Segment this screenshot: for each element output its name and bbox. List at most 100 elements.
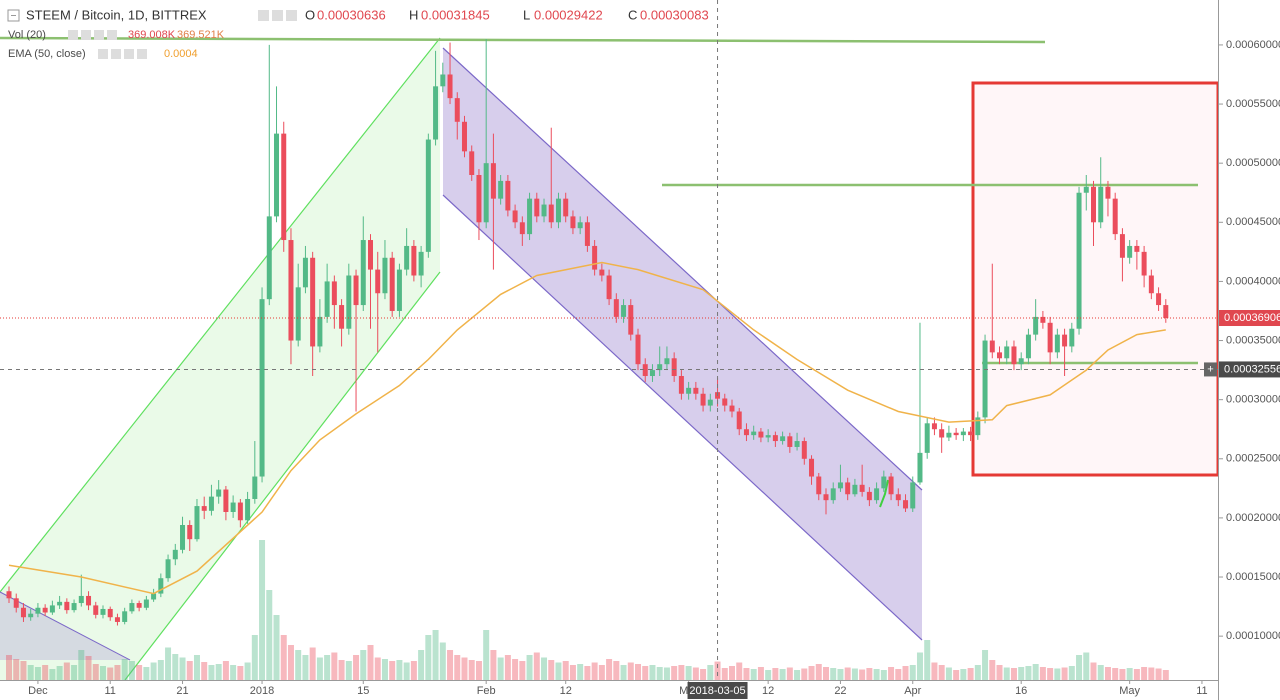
candle-body	[563, 198, 569, 217]
volume-bar	[830, 668, 837, 680]
candle-body	[780, 436, 786, 442]
candle-body	[64, 601, 70, 611]
remove-icon[interactable]	[124, 49, 134, 59]
candle-body	[1112, 198, 1118, 235]
candle-body	[982, 340, 988, 418]
x-tick-label: Feb	[477, 685, 496, 697]
volume-bar	[895, 669, 902, 680]
candle-body	[454, 98, 460, 122]
candle-body	[809, 458, 815, 477]
settings-icon[interactable]	[258, 10, 269, 21]
candle-body	[989, 340, 995, 353]
volume-bar	[989, 660, 996, 680]
remove-icon[interactable]	[94, 30, 104, 40]
candle-body	[830, 488, 836, 501]
candle-body	[657, 364, 663, 371]
candle-body	[288, 240, 294, 341]
candle-body	[729, 405, 735, 412]
volume-bar	[678, 665, 685, 680]
candle-body	[223, 489, 229, 512]
volume-bar	[613, 661, 620, 680]
volume-bar	[519, 661, 526, 680]
volume-bar	[880, 670, 887, 680]
volume-bar	[541, 657, 548, 680]
candle-body	[389, 257, 395, 311]
volume-bar	[866, 668, 873, 680]
candle-body	[1127, 245, 1133, 258]
hide-icon[interactable]	[272, 10, 283, 21]
volume-bar	[27, 665, 34, 680]
candle-body	[1076, 192, 1082, 329]
candle-body	[664, 358, 670, 365]
volume-bar	[772, 668, 779, 680]
more-icon[interactable]	[137, 49, 147, 59]
candle-body	[823, 494, 829, 501]
candle-body	[42, 607, 48, 613]
candle-body	[317, 316, 323, 347]
hide-icon[interactable]	[111, 49, 121, 59]
candle-body	[375, 269, 381, 294]
candle-body	[208, 496, 214, 511]
collapse-icon[interactable]	[7, 9, 20, 22]
volume-bar	[1039, 667, 1046, 680]
candle-body	[411, 245, 417, 276]
candle-body	[866, 491, 872, 501]
remove-icon[interactable]	[286, 10, 297, 21]
volume-bar	[475, 661, 482, 680]
volume-bar	[237, 666, 244, 680]
candle-body	[266, 216, 272, 300]
volume-bar	[1054, 668, 1061, 680]
candle-body	[845, 482, 851, 495]
candle-body	[194, 506, 200, 540]
volume-bar	[374, 657, 381, 680]
volume-bar	[157, 660, 164, 680]
candle-body	[107, 608, 113, 618]
candle-body	[49, 605, 55, 613]
more-icon[interactable]	[107, 30, 117, 40]
candle-body	[237, 502, 243, 521]
volume-bar	[468, 660, 475, 680]
volume-ma-value: 369.521K	[177, 29, 225, 41]
volume-bar	[418, 650, 425, 680]
volume-bar	[403, 662, 410, 680]
candle-body	[1054, 334, 1060, 353]
candle-body	[736, 411, 742, 430]
volume-bar	[49, 669, 56, 680]
hide-icon[interactable]	[81, 30, 91, 40]
settings-icon[interactable]	[68, 30, 78, 40]
volume-bar	[483, 630, 490, 680]
volume-bar	[512, 659, 519, 680]
volume-bar	[208, 665, 215, 680]
y-tick-label: 0.00015000	[1226, 571, 1280, 583]
volume-legend: Vol (20)	[8, 29, 46, 41]
candle-body	[837, 482, 843, 489]
candle-body	[129, 603, 135, 612]
ohlc-value: 0.00030083	[640, 7, 709, 22]
candle-body	[1156, 293, 1162, 306]
candle-body	[216, 489, 222, 497]
volume-bar	[1126, 668, 1133, 680]
candle-body	[1134, 245, 1140, 252]
settings-icon[interactable]	[98, 49, 108, 59]
volume-bar	[931, 662, 938, 680]
candle-body	[621, 305, 627, 317]
candle-body	[642, 364, 648, 377]
volume-bar	[439, 642, 446, 680]
candle-body	[396, 269, 402, 311]
x-tick-label: 12	[762, 685, 774, 697]
candle-body	[953, 432, 959, 436]
horizontal-level	[0, 36, 1046, 44]
volume-bar	[251, 635, 258, 680]
candle-body	[461, 121, 467, 152]
volume-bar	[765, 670, 772, 680]
candle-body	[931, 423, 937, 430]
candle-body	[498, 180, 504, 199]
candle-body	[100, 608, 106, 615]
channel-line	[442, 194, 923, 641]
volume-bar	[671, 666, 678, 680]
channel-line	[0, 37, 441, 593]
ohlc-value: 0.00030636	[317, 7, 386, 22]
volume-bar	[815, 664, 822, 680]
candle-body	[917, 452, 923, 483]
